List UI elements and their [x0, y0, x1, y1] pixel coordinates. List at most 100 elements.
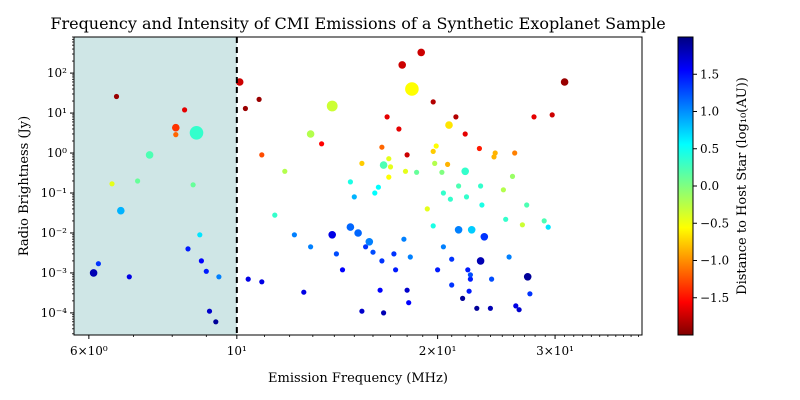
data-point [467, 226, 476, 234]
data-point [197, 232, 203, 238]
axes: 6×10⁰ 10¹ 2×10¹ 3×10¹ 10⁻⁴ 10⁻³ 10⁻² 10⁻¹ 10⁰ 10¹… [41, 36, 639, 358]
colorbar-label: Distance to Host Star (log₁₀(AU)) [735, 77, 750, 295]
data-point [377, 287, 383, 293]
data-point [319, 141, 325, 147]
data-point [359, 160, 365, 166]
data-point [282, 168, 288, 174]
data-point [259, 152, 265, 158]
data-point [326, 100, 338, 112]
data-point [480, 233, 489, 241]
data-point [198, 258, 204, 264]
data-point [190, 182, 196, 188]
colorbar-tick-label: 1.0 [700, 105, 719, 119]
data-point [489, 276, 495, 282]
data-point [560, 78, 569, 86]
y-tick-label: 10² [47, 66, 67, 80]
data-point [172, 123, 180, 132]
data-point [476, 145, 482, 152]
data-point [379, 258, 385, 264]
plot-frame [73, 36, 643, 336]
data-point [462, 131, 468, 137]
data-point [467, 276, 473, 282]
data-point [476, 257, 485, 265]
data-point [391, 251, 397, 257]
y-tick-label: 10⁻¹ [41, 186, 67, 200]
x-tick-label: 2×10¹ [419, 344, 457, 358]
data-point [513, 303, 519, 309]
data-point [445, 161, 451, 167]
data-point [381, 310, 387, 316]
data-point [523, 273, 532, 281]
data-point [387, 164, 394, 170]
data-point [456, 183, 462, 189]
data-point [354, 229, 362, 237]
data-point [135, 178, 141, 184]
data-point [363, 244, 369, 250]
data-point [524, 202, 530, 208]
data-point [398, 61, 407, 69]
data-point [430, 148, 436, 154]
data-point [407, 254, 413, 260]
data-point [126, 274, 132, 280]
data-point [509, 173, 516, 179]
data-point [474, 305, 480, 311]
data-point [346, 223, 355, 231]
data-point [401, 236, 407, 242]
data-point [447, 196, 453, 202]
data-point [216, 274, 222, 280]
data-point [351, 194, 357, 200]
y-tick-label: 10⁻³ [41, 266, 68, 280]
data-point [379, 144, 385, 150]
data-point [406, 300, 412, 306]
data-point [445, 121, 453, 129]
data-point [259, 279, 265, 285]
data-point [393, 267, 399, 273]
y-axis-label: Radio Brightness (Jy) [17, 116, 32, 256]
data-point [479, 202, 485, 208]
data-point [89, 269, 98, 277]
data-point [396, 126, 402, 132]
data-point [424, 206, 430, 212]
colorbar [677, 36, 694, 336]
data-point [272, 212, 278, 218]
data-point [465, 267, 471, 273]
data-point [308, 244, 314, 250]
data-point [440, 244, 446, 250]
data-point [527, 291, 533, 297]
data-point [384, 114, 390, 120]
data-point [512, 150, 518, 156]
colorbar-tick-label: −0.5 [700, 216, 729, 230]
x-tick-label: 3×10¹ [536, 344, 574, 358]
y-tick-label: 10¹ [47, 106, 67, 120]
data-point [347, 179, 353, 185]
data-point [372, 190, 378, 196]
data-point [206, 308, 213, 314]
x-tick-label: 6×10⁰ [70, 344, 108, 358]
data-point [487, 305, 493, 311]
data-point [404, 287, 410, 293]
data-point [478, 183, 484, 189]
data-point [386, 174, 392, 180]
data-point [185, 246, 191, 252]
data-point [466, 288, 472, 294]
data-point [460, 295, 466, 301]
data-point [301, 289, 307, 295]
data-point [402, 168, 409, 174]
data-point [516, 307, 522, 313]
x-axis-label: Emission Frequency (MHz) [268, 371, 448, 386]
y-tick-label: 10⁻⁴ [41, 306, 68, 320]
data-point [109, 181, 115, 187]
data-point [359, 308, 365, 314]
data-point [549, 112, 555, 118]
data-point [365, 238, 374, 246]
data-point [449, 282, 455, 288]
data-point [467, 272, 473, 278]
data-point [449, 256, 455, 262]
data-point [386, 156, 392, 162]
data-point [328, 231, 337, 239]
data-point [375, 184, 381, 190]
data-point [145, 151, 154, 159]
data-point [242, 105, 248, 112]
data-point [506, 254, 512, 260]
